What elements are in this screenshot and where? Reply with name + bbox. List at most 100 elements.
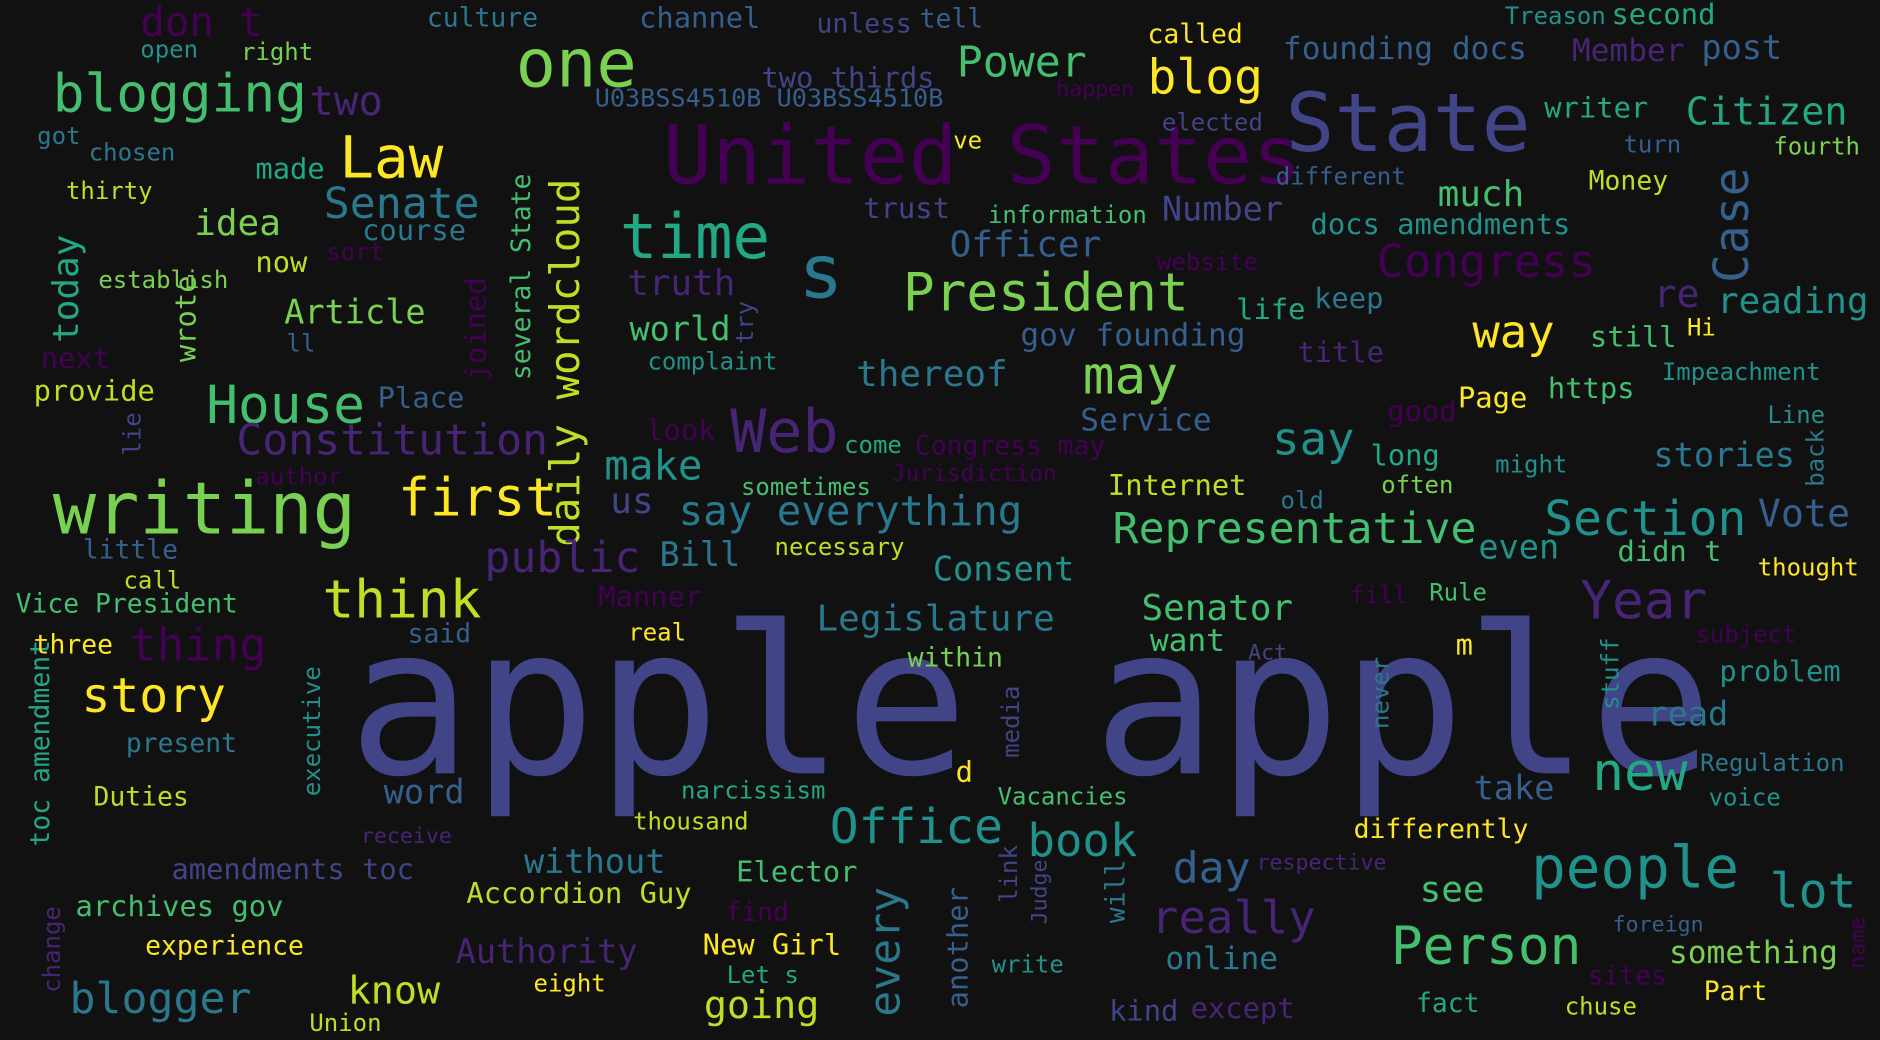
word-representative: Representative [1112, 504, 1477, 554]
word-let-s: Let s [726, 960, 799, 990]
word-name: name [1845, 917, 1871, 970]
word-re: re [1653, 270, 1700, 317]
word-open: open [140, 34, 199, 64]
word-way: way [1472, 305, 1555, 359]
word-right: right [240, 37, 314, 66]
word-still: still [1589, 320, 1677, 354]
word-going: going [703, 981, 820, 1028]
word-citizen: Citizen [1685, 88, 1848, 135]
word-think: think [322, 569, 482, 631]
word-unless: unless [816, 9, 912, 40]
word-daily-wordcloud: daily wordcloud [541, 178, 590, 547]
word-foreign: foreign [1612, 912, 1704, 938]
word-founding-docs: founding docs [1282, 31, 1527, 68]
word-page: Page [1457, 381, 1528, 415]
word-back: back [1800, 429, 1830, 487]
word-complaint: complaint [647, 346, 778, 376]
word-problem: problem [1719, 654, 1841, 689]
word-person: Person [1390, 916, 1582, 978]
word-elected: elected [1161, 107, 1263, 137]
word-place: Place [377, 381, 465, 415]
word-member: Member [1571, 33, 1685, 70]
word-website: website [1157, 246, 1259, 276]
word-office: Office [829, 799, 1003, 855]
word-kind: kind [1109, 993, 1179, 1028]
word-online: online [1165, 941, 1279, 978]
word-next: next [40, 341, 111, 376]
word-case: Case [1704, 167, 1761, 283]
word-tell: tell [919, 4, 984, 35]
word-fourth: fourth [1773, 131, 1860, 161]
word-two: two [309, 77, 383, 126]
word-https: https [1547, 371, 1635, 406]
word-union: Union [309, 1008, 382, 1038]
word-thousand: thousand [633, 806, 749, 836]
word-congress-may: Congress may [914, 431, 1106, 462]
word-judge: Judge [1027, 859, 1053, 925]
word-change: change [37, 906, 66, 993]
word-toc-amendment: toc amendment [26, 639, 57, 847]
word-link: link [993, 845, 1023, 903]
word-archives-gov: archives gov [75, 889, 284, 924]
word-regulation: Regulation [1700, 748, 1845, 777]
word-little: little [82, 535, 179, 566]
word-money: Money [1588, 166, 1669, 197]
word-really: really [1151, 890, 1316, 944]
word-constitution: Constitution [236, 416, 549, 466]
word-sometimes: sometimes [740, 472, 871, 502]
word-d: d [955, 755, 973, 789]
word-reading: reading [1716, 280, 1869, 323]
word-turn: turn [1623, 129, 1682, 159]
word-line: Line [1767, 400, 1826, 430]
word-treason: Treason [1504, 1, 1606, 30]
word-vote: Vote [1757, 490, 1851, 536]
word-every: every [860, 886, 911, 1017]
word-united-states: United States [663, 109, 1302, 204]
word-will: will [1101, 859, 1132, 923]
word-chuse: chuse [1564, 991, 1637, 1021]
word-author: author [255, 461, 343, 491]
word-trust: trust [863, 191, 950, 226]
word-internet: Internet [1107, 468, 1247, 503]
word-rule: Rule [1429, 577, 1487, 607]
word-ll: ll [286, 328, 316, 358]
word-manner: Manner [598, 580, 703, 614]
word-narcissism: narcissism [681, 775, 826, 805]
word-called: called [1147, 20, 1243, 51]
word-lie: lie [117, 412, 147, 456]
word-even: even [1478, 527, 1560, 568]
word-title: title [1297, 335, 1384, 370]
word-say: say [1272, 412, 1355, 466]
word-day: day [1172, 844, 1251, 894]
word-apple-apple: apple apple [347, 581, 1714, 823]
word-experience: experience [145, 931, 304, 962]
word-amendments-toc: amendments toc [171, 852, 415, 887]
word-old: old [1280, 485, 1324, 515]
word-make: make [604, 442, 703, 491]
word-subject: subject [1695, 619, 1797, 649]
word-thirty: thirty [65, 176, 153, 206]
word-us: us [610, 480, 654, 523]
word-book: book [1027, 814, 1138, 867]
word-web: Web [730, 396, 839, 467]
word-blog: blog [1147, 50, 1263, 106]
word-president: President [902, 262, 1189, 324]
word-writer: writer [1544, 91, 1649, 125]
word-happen: happen [1056, 76, 1135, 102]
word-eight: eight [533, 968, 606, 998]
word-different: different [1275, 161, 1406, 191]
word-sites: sites [1587, 961, 1667, 992]
word-part: Part [1703, 977, 1768, 1008]
word-senate: Senate [323, 179, 480, 230]
word-service: Service [1080, 402, 1212, 439]
word-find: find [725, 898, 789, 929]
word-call: call [123, 565, 182, 595]
word-may: may [1082, 345, 1178, 407]
word-officer: Officer [949, 224, 1102, 267]
word-say-everything: say everything [678, 487, 1023, 536]
word-another: another [941, 886, 975, 1009]
word-truth: truth [627, 262, 736, 305]
word-long: long [1370, 438, 1440, 473]
word-might: might [1495, 449, 1568, 479]
word-legislature: Legislature [816, 598, 1055, 641]
